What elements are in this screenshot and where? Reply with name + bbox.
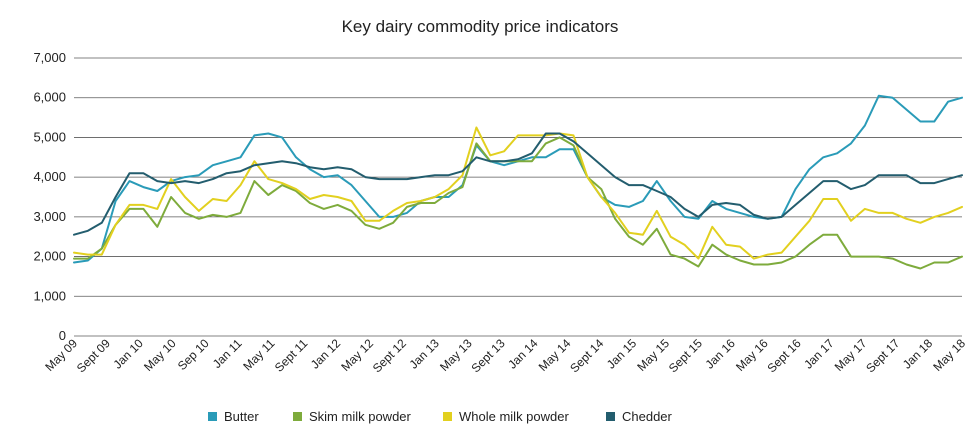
series-layer bbox=[73, 94, 963, 270]
x-tick-label: May 18 bbox=[930, 336, 968, 374]
legend-swatch-butter bbox=[208, 412, 217, 421]
x-tick-label: Jan 18 bbox=[900, 336, 936, 372]
y-tick-label: 6,000 bbox=[33, 90, 66, 105]
y-tick-label: 4,000 bbox=[33, 169, 66, 184]
y-tick-label: 2,000 bbox=[33, 249, 66, 264]
x-tick-label: Jan 17 bbox=[801, 336, 837, 372]
chart-title: Key dairy commodity price indicators bbox=[342, 17, 619, 36]
y-tick-label: 5,000 bbox=[33, 129, 66, 144]
y-tick-label: 7,000 bbox=[33, 50, 66, 65]
grid-layer bbox=[74, 57, 962, 337]
x-tick-label: May 14 bbox=[536, 336, 574, 374]
series-line-skim-milk-powder bbox=[73, 136, 963, 270]
x-tick-label: Jan 16 bbox=[703, 336, 739, 372]
legend-label-butter: Butter bbox=[224, 409, 259, 424]
x-tick-label: May 12 bbox=[338, 336, 376, 374]
x-tick-label: Jan 12 bbox=[308, 336, 344, 372]
x-tick-label: May 16 bbox=[733, 336, 771, 374]
y-tick-label: 3,000 bbox=[33, 209, 66, 224]
legend-label-chedder: Chedder bbox=[622, 409, 673, 424]
x-tick-label: Jan 13 bbox=[407, 336, 443, 372]
legend-label-skim-milk-powder: Skim milk powder bbox=[309, 409, 412, 424]
x-tick-label: Sept 17 bbox=[863, 336, 902, 375]
y-axis-ticks: 0 1,000 2,000 3,000 4,000 5,000 6,000 7,000 bbox=[33, 50, 66, 343]
x-tick-label: Sept 16 bbox=[765, 336, 804, 375]
legend: Butter Skim milk powder Whole milk powder C… bbox=[208, 409, 673, 424]
x-tick-label: Jan 11 bbox=[210, 336, 245, 371]
x-tick-label: Jan 10 bbox=[111, 336, 147, 372]
x-tick-label: May 15 bbox=[634, 336, 672, 374]
legend-label-whole-milk-powder: Whole milk powder bbox=[459, 409, 569, 424]
x-tick-label: Sept 12 bbox=[370, 336, 409, 375]
x-tick-label: May 10 bbox=[141, 336, 179, 374]
y-tick-label: 1,000 bbox=[33, 288, 66, 303]
series-line-butter bbox=[73, 94, 963, 264]
x-tick-label: Sept 14 bbox=[567, 336, 606, 375]
legend-swatch-skim-milk-powder bbox=[293, 412, 302, 421]
x-tick-label: May 11 bbox=[240, 336, 277, 373]
series-line-whole-milk-powder bbox=[73, 126, 963, 260]
x-tick-label: Sept 11 bbox=[272, 336, 311, 375]
x-tick-label: Sept 13 bbox=[469, 336, 508, 375]
series-line-chedder bbox=[73, 132, 963, 236]
x-tick-label: Sept 09 bbox=[74, 336, 113, 375]
x-tick-label: Sept 15 bbox=[666, 336, 705, 375]
x-tick-label: Sep 10 bbox=[175, 336, 212, 373]
legend-swatch-whole-milk-powder bbox=[443, 412, 452, 421]
legend-swatch-chedder bbox=[606, 412, 615, 421]
y-tick-label: 0 bbox=[59, 328, 66, 343]
x-tick-label: May 17 bbox=[832, 336, 870, 374]
x-tick-label: May 13 bbox=[437, 336, 475, 374]
x-tick-label: Jan 15 bbox=[604, 336, 640, 372]
x-tick-label: Jan 14 bbox=[505, 336, 541, 372]
